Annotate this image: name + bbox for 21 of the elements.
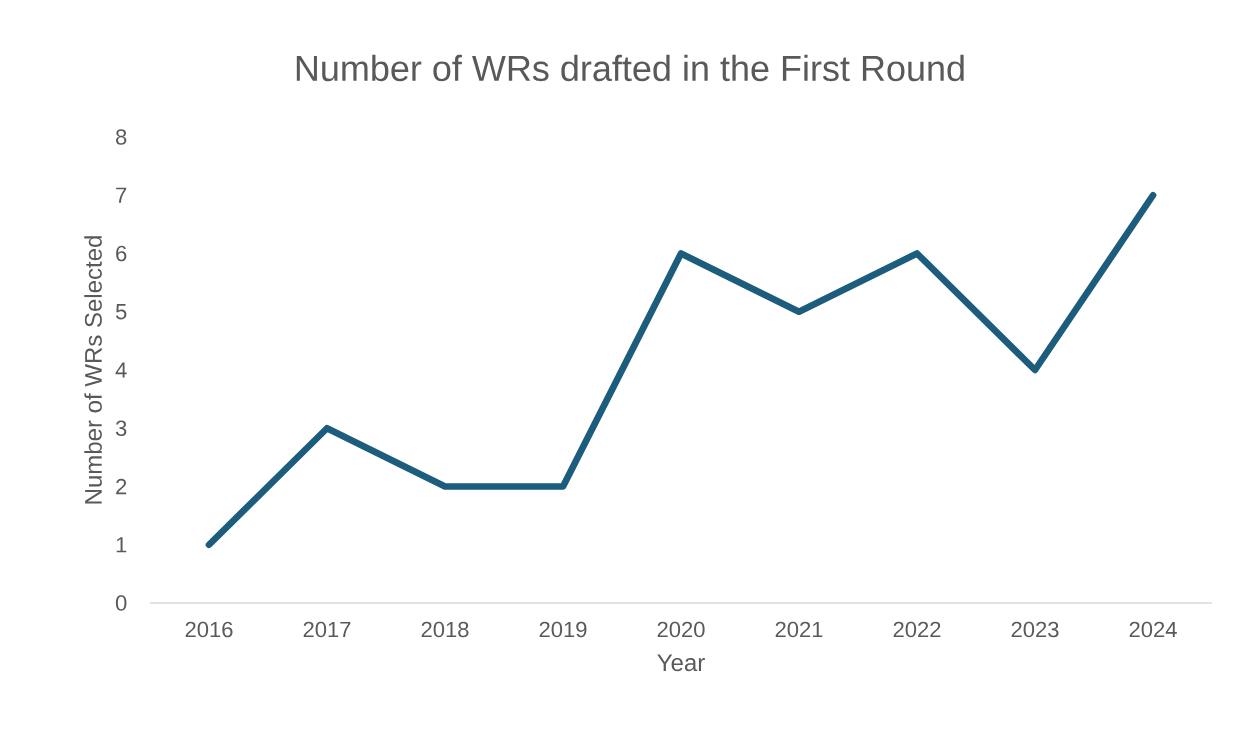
y-tick-label: 3 [115,420,127,437]
x-tick-label: 2017 [303,621,351,638]
x-tick-label: 2016 [185,621,233,638]
x-axis-title: Year [657,654,705,672]
x-tick-label: 2023 [1011,621,1059,638]
chart-title: Number of WRs drafted in the First Round [296,54,964,82]
y-tick-label: 4 [115,362,127,378]
x-tick-label: 2018 [421,621,469,638]
x-tick-label: 2021 [775,621,823,638]
x-tick-label: 2019 [539,621,587,638]
y-tick-label: 0 [115,595,127,611]
y-tick-label: 6 [116,245,127,262]
y-axis-title: Number of WRs Selected [84,236,102,504]
x-tick-label: 2022 [893,621,941,638]
x-tick-label: 2024 [1129,621,1177,638]
y-tick-label: 8 [116,129,127,145]
y-tick-label: 1 [116,537,127,553]
y-tick-label: 7 [116,187,127,203]
y-tick-label: 5 [115,304,127,320]
x-tick-label: 2020 [657,621,705,638]
y-tick-label: 2 [116,478,127,495]
